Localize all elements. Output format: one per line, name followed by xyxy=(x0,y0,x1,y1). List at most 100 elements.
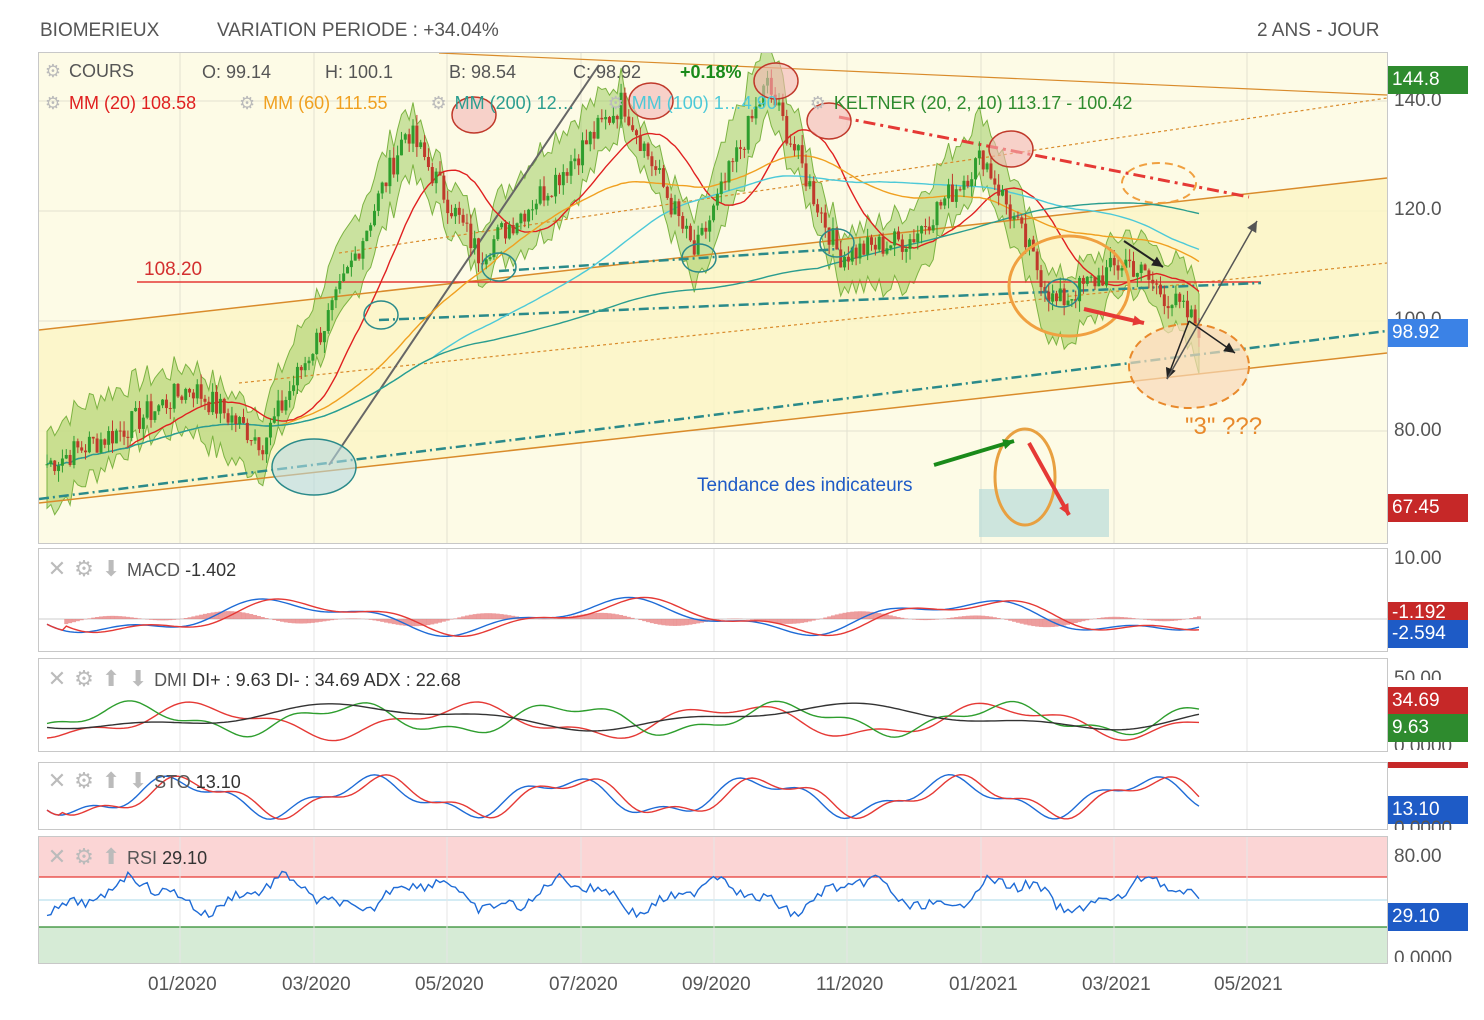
macd-hist-bar xyxy=(222,611,227,619)
arrow-down-icon[interactable]: ⬇ xyxy=(128,768,148,793)
dmi-header: ✕ ⚙ ⬆ ⬇ DMI DI+ : 9.63 DI- : 34.69 ADX :… xyxy=(46,668,461,691)
macd-hist-bar xyxy=(241,612,246,619)
macd-hist-bar xyxy=(1166,619,1171,622)
price-panel xyxy=(38,52,1388,544)
dmi-axis-top: 50.00 xyxy=(1394,668,1442,680)
candle-body xyxy=(114,430,118,444)
macd-hist-bar xyxy=(1081,619,1086,622)
ma200-value: 12… xyxy=(536,93,575,113)
candle-body xyxy=(823,212,827,228)
macd-hist-bar xyxy=(507,615,512,619)
peak-circle xyxy=(753,62,799,100)
dmi-label: DMI xyxy=(154,670,188,690)
close-icon[interactable]: ✕ xyxy=(47,666,67,691)
macd-hist-bar xyxy=(1046,619,1051,628)
macd-hist-bar xyxy=(784,619,789,624)
sto-signal-tag xyxy=(1388,762,1468,768)
di-minus-line xyxy=(46,701,1200,742)
price-chart xyxy=(39,53,1387,543)
candle-body xyxy=(234,415,238,424)
rsi-chart xyxy=(39,837,1387,963)
gear-icon[interactable]: ⚙ xyxy=(74,556,94,581)
macd-hist-bar xyxy=(326,619,331,621)
quote-change: +0.18% xyxy=(680,62,742,82)
macd-hist-bar xyxy=(935,619,940,620)
oversold-zone xyxy=(39,927,1387,963)
macd-hist-bar xyxy=(1023,619,1028,625)
candle-body xyxy=(334,289,338,301)
candle-body xyxy=(349,260,353,268)
candle-body xyxy=(315,332,319,355)
channel-top xyxy=(438,53,1387,96)
macd-hist-bar xyxy=(114,615,119,619)
macd-hist-bar xyxy=(680,619,685,626)
arrow-down-icon[interactable]: ⬇ xyxy=(101,556,121,581)
macd-hist-bar xyxy=(125,616,130,619)
macd-hist-bar xyxy=(183,618,188,619)
macd-hist-bar xyxy=(314,619,319,623)
candle-body xyxy=(1089,276,1093,278)
candle-body xyxy=(257,437,261,451)
candle-body xyxy=(461,214,465,223)
close-icon[interactable]: ✕ xyxy=(47,844,67,869)
candle-body xyxy=(750,115,754,119)
candle-body xyxy=(211,391,215,413)
macd-hist-bar xyxy=(904,618,909,619)
macd-hist-bar xyxy=(449,619,454,620)
macd-hist-bar xyxy=(168,619,173,621)
macd-hist-bar xyxy=(946,618,951,619)
candle-body xyxy=(369,225,373,231)
macd-hist-bar xyxy=(1173,619,1178,621)
macd-hist-bar xyxy=(1146,619,1151,621)
close-icon[interactable]: ✕ xyxy=(47,768,67,793)
gear-icon[interactable]: ⚙ xyxy=(44,61,62,81)
candle-body xyxy=(870,237,874,245)
candle-body xyxy=(1120,268,1124,271)
gear-icon[interactable]: ⚙ xyxy=(430,93,447,113)
macd-hist-bar xyxy=(1123,617,1128,619)
arrow-up-icon[interactable]: ⬆ xyxy=(101,844,121,869)
rsi-line xyxy=(46,870,1200,919)
candle-body xyxy=(1105,267,1109,286)
macd-hist-bar xyxy=(777,619,782,624)
gear-icon[interactable]: ⚙ xyxy=(239,93,256,113)
macd-hist-bar xyxy=(1031,619,1036,627)
candle-body xyxy=(1151,279,1155,284)
candle-body xyxy=(727,161,731,183)
gear-icon[interactable]: ⚙ xyxy=(74,768,94,793)
macd-hist-bar xyxy=(873,612,878,619)
macd-hist-bar xyxy=(1119,616,1124,619)
macd-hist-bar xyxy=(1100,617,1105,619)
macd-hist-bar xyxy=(649,619,654,624)
gear-icon[interactable]: ⚙ xyxy=(44,93,62,113)
gear-icon[interactable]: ⚙ xyxy=(74,666,94,691)
gear-icon[interactable]: ⚙ xyxy=(74,844,94,869)
macd-hist-bar xyxy=(892,616,897,619)
candle-body xyxy=(1182,300,1186,302)
arrow-up-icon[interactable]: ⬆ xyxy=(101,768,121,793)
candle-body xyxy=(1039,270,1043,288)
close-icon[interactable]: ✕ xyxy=(47,556,67,581)
candle-body xyxy=(792,143,796,151)
candle-body xyxy=(947,184,951,199)
macd-hist-bar xyxy=(218,611,223,619)
gear-icon[interactable]: ⚙ xyxy=(809,93,826,113)
candle-body xyxy=(245,422,249,441)
candle-body xyxy=(53,460,57,472)
candle-body xyxy=(164,399,168,409)
arrow-up-icon[interactable]: ⬆ xyxy=(101,666,121,691)
macd-hist-bar xyxy=(1015,619,1020,623)
macd-hist-bar xyxy=(981,615,986,619)
macd-hist-bar xyxy=(68,619,73,624)
macd-panel xyxy=(38,548,1388,652)
indicator-circle xyxy=(993,427,1057,527)
x-tick: 05/2020 xyxy=(415,974,484,995)
macd-hist-bar xyxy=(854,611,859,619)
arrow-down-icon[interactable]: ⬇ xyxy=(128,666,148,691)
price-last-tag: 98.92 xyxy=(1388,319,1468,347)
gear-icon[interactable]: ⚙ xyxy=(607,93,624,113)
support-circle xyxy=(363,300,399,330)
range-selector[interactable]: 2 ANS - JOUR xyxy=(1257,20,1380,41)
candle-body xyxy=(962,180,966,190)
candle-body xyxy=(161,399,165,406)
